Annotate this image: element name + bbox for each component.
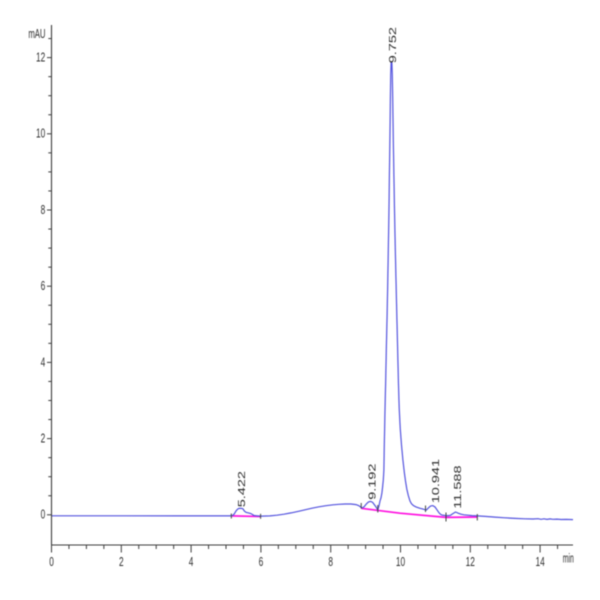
svg-text:12: 12 <box>466 555 475 569</box>
svg-text:10.941: 10.941 <box>430 459 442 503</box>
svg-text:0: 0 <box>41 508 46 522</box>
svg-text:2: 2 <box>41 432 46 446</box>
svg-text:9.192: 9.192 <box>366 464 378 500</box>
svg-text:4: 4 <box>189 555 194 569</box>
svg-text:8: 8 <box>328 555 333 569</box>
svg-text:10: 10 <box>36 127 45 141</box>
svg-text:min: min <box>563 553 574 567</box>
svg-text:6: 6 <box>41 279 46 293</box>
svg-text:4: 4 <box>41 356 46 370</box>
svg-text:14: 14 <box>535 555 544 569</box>
svg-text:10: 10 <box>396 555 405 569</box>
svg-text:0: 0 <box>49 555 54 569</box>
svg-text:12: 12 <box>36 51 45 65</box>
svg-text:mAU: mAU <box>28 29 45 42</box>
svg-text:6: 6 <box>259 555 264 569</box>
svg-text:9.752: 9.752 <box>387 27 399 63</box>
svg-text:8: 8 <box>41 203 46 217</box>
svg-text:5.422: 5.422 <box>236 471 248 507</box>
svg-text:2: 2 <box>119 555 124 569</box>
svg-text:11.588: 11.588 <box>452 465 464 508</box>
